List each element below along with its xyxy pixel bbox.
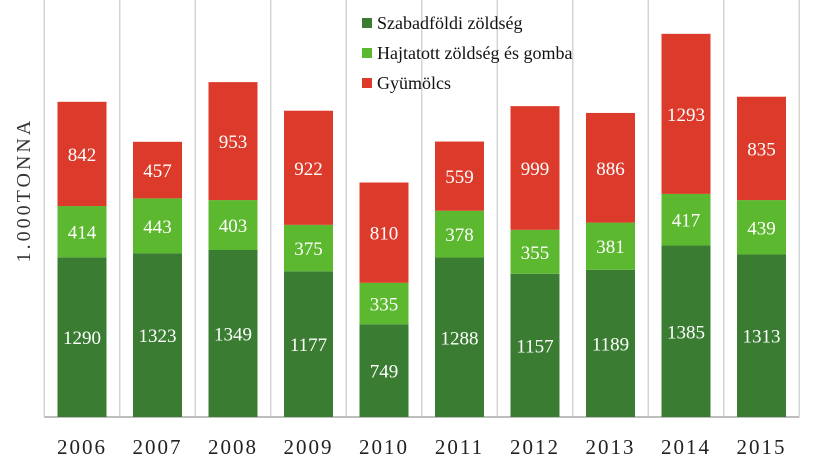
bar-segment: [510, 106, 560, 230]
y-axis-label: 1.000TONNA: [13, 118, 35, 263]
bar-segment: [435, 210, 484, 258]
bar-stack-2014: 1385 417 1293: [661, 33, 711, 417]
data-label: 417: [672, 211, 701, 232]
bar-segment: [208, 200, 258, 250]
data-label: 1177: [290, 335, 327, 356]
bar-segment: [586, 222, 635, 270]
bar-segment: [661, 245, 711, 417]
data-label: 439: [747, 218, 776, 239]
x-tick-label: 2007: [133, 435, 183, 459]
legend-entry: Hajtatott zöldség és gomba: [377, 43, 572, 63]
data-label: 953: [219, 132, 248, 153]
x-tick-label: 2015: [737, 435, 787, 459]
bar-segment: [510, 273, 560, 417]
legend-entry: Szabadföldi zöldség: [377, 13, 522, 33]
data-label: 1313: [743, 327, 781, 348]
bar-stack-2015: 1313 439 835: [737, 96, 786, 417]
bar-segment: [359, 282, 409, 325]
bar-segment: [284, 110, 333, 225]
data-label: 1385: [667, 322, 705, 343]
data-label: 1323: [139, 326, 177, 347]
data-label: 1189: [592, 334, 629, 355]
legend-swatch: [362, 78, 372, 88]
bar-segment: [133, 198, 182, 254]
x-tick-label: 2009: [284, 435, 334, 459]
data-label: 999: [521, 159, 550, 180]
bar-segment: [57, 206, 107, 258]
data-label: 375: [294, 239, 323, 260]
bar-segment: [737, 96, 786, 201]
bar-segment: [133, 253, 182, 417]
data-label: 335: [370, 295, 399, 316]
bar-segment: [586, 112, 635, 223]
bar-segment: [57, 101, 107, 207]
x-tick-label: 2011: [435, 435, 484, 459]
bar-stack-2010: 749 335 810: [359, 182, 409, 417]
legend-entry: Gyümölcs: [377, 73, 451, 93]
bar-stack-2008: 1349 403 953: [208, 82, 258, 417]
data-label: 886: [596, 159, 625, 180]
data-label: 1293: [667, 105, 705, 126]
bar-stack-2007: 1323 443 457: [133, 141, 182, 417]
bar-segment: [586, 269, 635, 417]
data-label: 835: [747, 139, 776, 160]
data-label: 443: [143, 217, 172, 238]
bar-stack-2009: 1177 375 922: [284, 110, 333, 417]
data-label: 559: [445, 167, 474, 188]
bar-segment: [284, 271, 333, 417]
bar-segment: [737, 200, 786, 255]
bar-segment: [133, 141, 182, 199]
data-label: 842: [68, 145, 97, 166]
bar-segment: [661, 33, 711, 194]
data-label: 403: [219, 216, 248, 237]
data-label: 749: [370, 362, 399, 383]
bar-segment: [359, 182, 409, 283]
bar-stack-2011: 1288 378 559: [435, 141, 484, 417]
data-label: 1157: [516, 336, 553, 357]
bar-segment: [510, 229, 560, 274]
bar-segment: [359, 324, 409, 417]
bar-segment: [57, 257, 107, 417]
data-label: 810: [370, 224, 399, 245]
bar-segment: [737, 254, 786, 417]
data-label: 414: [68, 223, 97, 244]
x-tick-label: 2006: [57, 435, 107, 459]
x-tick-label: 2013: [586, 435, 636, 459]
bar-segment: [661, 193, 711, 246]
x-tick-label: 2008: [208, 435, 258, 459]
legend: Szabadföldi zöldség Hajtatott zöldség és …: [362, 13, 572, 93]
data-label: 1288: [441, 328, 479, 349]
legend-swatch: [362, 48, 372, 58]
x-tick-label: 2014: [661, 435, 711, 459]
data-label: 457: [143, 161, 172, 182]
data-label: 378: [445, 225, 474, 246]
data-label: 355: [521, 243, 550, 264]
legend-swatch: [362, 18, 372, 28]
bar-segment: [435, 257, 484, 417]
data-label: 922: [294, 159, 323, 180]
plot-area: 1290 414 842 2006 1323 443 457 2007 1349 403 953 20…: [43, 0, 800, 459]
bar-stack-2013: 1189 381 886: [586, 112, 635, 417]
data-label: 1349: [214, 324, 252, 345]
bar-segment: [208, 249, 258, 417]
data-label: 381: [596, 237, 625, 258]
bar-segment: [435, 141, 484, 211]
bar-stack-2006: 1290 414 842: [57, 101, 107, 417]
bar-segment: [284, 224, 333, 272]
x-tick-label: 2012: [510, 435, 560, 459]
bar-segment: [208, 82, 258, 201]
data-label: 1290: [63, 328, 101, 349]
x-tick-label: 2010: [359, 435, 409, 459]
bar-stack-2012: 1157 355 999: [510, 106, 560, 417]
